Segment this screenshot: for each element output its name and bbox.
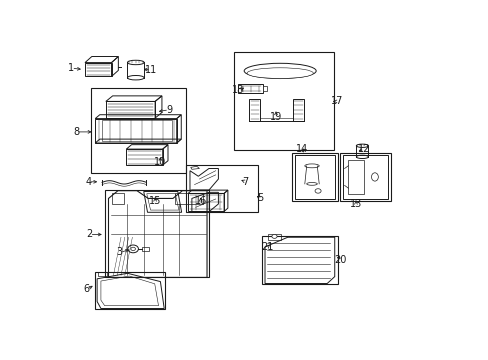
Ellipse shape [244,63,316,78]
Bar [342,155,387,199]
Ellipse shape [127,60,144,65]
Bar [102,120,172,141]
Text: 3: 3 [117,247,122,257]
Text: 17: 17 [330,96,343,107]
Text: 10: 10 [154,157,166,167]
Text: 16: 16 [194,196,206,206]
Bar [262,236,337,284]
Bar [90,87,186,174]
Circle shape [271,234,277,238]
Text: 6: 6 [83,284,90,294]
Ellipse shape [306,183,317,185]
Circle shape [127,245,138,253]
Bar [263,86,266,91]
Bar [186,165,258,212]
Text: 8: 8 [73,127,79,137]
Text: 5: 5 [256,193,263,203]
Text: 21: 21 [261,242,273,252]
Bar [233,51,333,150]
Text: 18: 18 [232,85,244,95]
Text: 9: 9 [166,105,172,115]
Text: 2: 2 [86,229,93,239]
Ellipse shape [304,164,319,168]
Text: 15: 15 [149,196,161,206]
Text: 13: 13 [349,199,361,209]
Text: 4: 4 [85,177,91,187]
Ellipse shape [371,173,378,181]
Bar [95,272,165,309]
Circle shape [131,247,135,251]
Bar [104,190,208,278]
Text: 20: 20 [334,255,346,265]
Text: 19: 19 [269,112,282,122]
Bar [142,247,149,251]
Bar [292,153,337,201]
Ellipse shape [246,68,313,78]
Text: 7: 7 [242,177,248,187]
Bar [238,84,263,93]
Ellipse shape [127,76,144,80]
Text: 1: 1 [68,63,74,73]
Text: 12: 12 [357,144,370,153]
Bar [339,153,390,201]
Circle shape [314,189,321,193]
Bar [85,63,111,76]
Bar [98,272,106,276]
Text: 11: 11 [144,64,157,75]
Ellipse shape [356,155,368,158]
Text: 14: 14 [295,144,307,153]
Ellipse shape [356,144,368,148]
